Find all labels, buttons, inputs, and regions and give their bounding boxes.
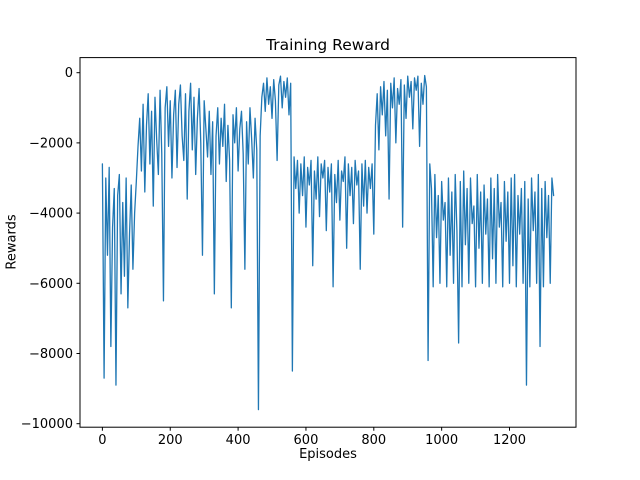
y-tick-label: 0 [65, 66, 73, 81]
x-tick-label: 1000 [425, 433, 458, 448]
x-tick-label: 600 [294, 433, 319, 448]
plot-frame [79, 57, 577, 428]
y-tick-label: −2000 [29, 136, 73, 151]
y-axis-label: Rewards [4, 214, 20, 270]
x-tick-label: 800 [361, 433, 386, 448]
y-tick-label: −4000 [29, 207, 73, 222]
x-tick-label: 400 [226, 433, 251, 448]
x-tick-label: 1200 [493, 433, 526, 448]
y-tick-label: −6000 [29, 277, 73, 292]
chart-title: Training Reward [266, 36, 390, 54]
data-layer [101, 74, 555, 411]
x-tick-label: 0 [98, 433, 106, 448]
axes-layer: 0 200 400 600 800 1000 1200 0 −2000 −4000 −6000 −80… [21, 57, 577, 448]
x-tick-label: 200 [158, 433, 183, 448]
y-tick-label: −10000 [21, 417, 73, 432]
reward-line [101, 74, 555, 411]
x-axis-label: Episodes [299, 447, 357, 462]
y-tick-label: −8000 [29, 347, 73, 362]
